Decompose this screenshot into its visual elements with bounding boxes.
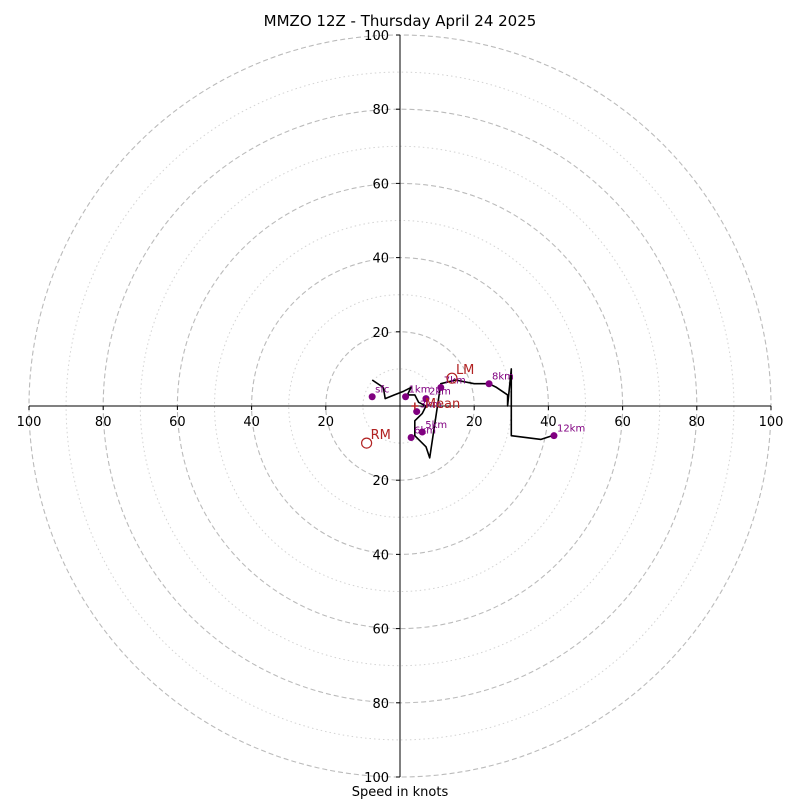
y-tick-label: 20 [372, 474, 389, 489]
height-marker-6km [407, 434, 415, 442]
x-tick-label: 60 [169, 415, 186, 430]
x-tick-label: 20 [466, 415, 483, 430]
y-tick-label: 60 [372, 623, 389, 638]
x-tick-label: 20 [318, 415, 335, 430]
height-marker-7km [437, 383, 445, 391]
hodograph-line [371, 368, 553, 459]
height-marker-3km [413, 408, 421, 416]
x-tick-label: 80 [689, 415, 706, 430]
height-marker-12km [550, 432, 558, 440]
axes [29, 35, 771, 777]
height-label-3km: 3km [420, 400, 442, 411]
x-axis-label: Speed in knots [352, 785, 449, 800]
hodograph-trace [371, 368, 553, 459]
y-tick-label: 40 [372, 252, 389, 267]
x-tick-label: 80 [95, 415, 112, 430]
y-tick-label: 80 [372, 697, 389, 712]
height-label-12km: 12km [557, 424, 585, 435]
motion-label-rm: RM [371, 428, 391, 443]
height-label-sfc: sfc [375, 385, 389, 396]
x-tick-label: 40 [540, 415, 557, 430]
motion-label-lm: LM [456, 363, 474, 378]
x-tick-label: 100 [759, 415, 784, 430]
height-marker-8km [485, 380, 493, 388]
height-label-6km: 6km [414, 426, 436, 437]
storm-motion-markers: LM RM Mean [361, 363, 474, 449]
x-tick-label: 100 [17, 415, 42, 430]
motion-marker-rm [361, 437, 373, 449]
height-marker-2km [422, 395, 430, 403]
height-marker-sfc [368, 393, 376, 401]
motion-label-mean: Mean [425, 397, 460, 412]
tick-labels: 100 100 80 80 60 60 40 40 20 20 20 20 40 40 60 60 80 80 10… [17, 29, 784, 786]
height-label-5km: 5km [425, 420, 447, 431]
height-marker-1km [402, 393, 410, 401]
y-tick-label: 60 [372, 177, 389, 192]
y-tick-label: 20 [372, 326, 389, 341]
chart-title: MMZO 12Z - Thursday April 24 2025 [264, 12, 537, 30]
y-tick-label: 100 [364, 771, 389, 786]
x-tick-label: 60 [614, 415, 631, 430]
y-tick-label: 80 [372, 103, 389, 118]
motion-marker-lm [446, 372, 458, 384]
x-tick-label: 40 [243, 415, 260, 430]
height-label-2km: 2km [429, 387, 451, 398]
height-marker-5km [418, 428, 426, 436]
y-tick-label: 40 [372, 548, 389, 563]
y-tick-label: 100 [364, 29, 389, 44]
height-label-1km: 1km [409, 385, 431, 396]
height-label-8km: 8km [492, 372, 514, 383]
height-label-7km: 7km [444, 375, 466, 386]
